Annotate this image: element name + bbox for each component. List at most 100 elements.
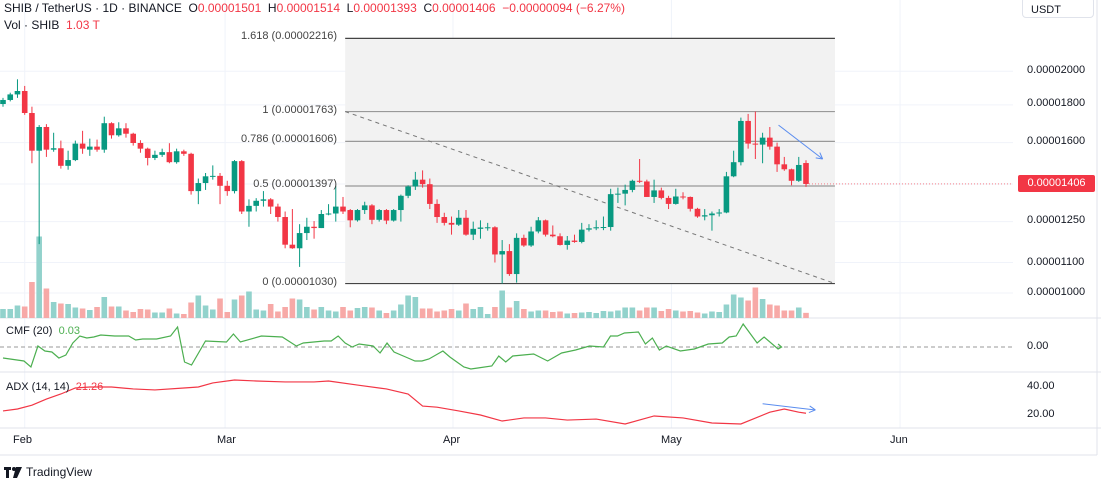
volume-bar — [152, 312, 158, 318]
adx-label[interactable]: ADX (14, 14) — [6, 381, 70, 393]
candle-body — [680, 196, 686, 198]
candle-body — [759, 137, 766, 145]
candle-body — [390, 210, 397, 221]
volume-bar — [202, 305, 209, 318]
adx-trend-arrow-head — [808, 409, 816, 414]
volume-bar — [159, 312, 165, 318]
volume-bar — [231, 299, 238, 318]
cmf-label[interactable]: CMF (20) — [6, 325, 53, 337]
candle-body — [557, 236, 563, 245]
open-label: O — [188, 1, 198, 15]
volume-bar — [564, 313, 571, 318]
price-label: 0.00002000 — [1027, 64, 1086, 76]
last-price-tag: 0.00001406 — [1018, 175, 1095, 192]
volume-bar — [101, 297, 108, 318]
volume-bar — [7, 309, 14, 318]
candle-body — [419, 179, 426, 185]
candle-body — [29, 113, 35, 151]
volume-bar — [586, 312, 592, 318]
candle-body — [470, 228, 477, 235]
candle-body — [369, 205, 375, 220]
volume-bar — [427, 308, 433, 318]
volume-bar — [550, 312, 556, 318]
candle-body — [296, 233, 303, 249]
price-trend-arrow — [778, 124, 823, 160]
candle-body — [137, 142, 144, 149]
volume-bar — [622, 307, 628, 318]
candle-body — [79, 143, 86, 149]
candle-body — [398, 195, 404, 211]
volume-bar — [470, 309, 477, 318]
cmf-value: 0.03 — [58, 325, 80, 337]
volume-bar — [795, 307, 802, 318]
volume-bar — [455, 310, 462, 318]
candle-body — [332, 206, 339, 214]
candle-body — [607, 194, 614, 228]
adx-legend: ADX (14, 14) 21.26 — [6, 381, 103, 393]
volume-label[interactable]: Vol · SHIB — [4, 18, 60, 32]
candle-body — [723, 176, 730, 213]
candle-body — [600, 227, 607, 229]
volume-bar — [87, 310, 93, 318]
candle-body — [672, 196, 679, 204]
volume-bar — [166, 308, 173, 318]
volume-bar — [665, 309, 672, 318]
candle-body — [238, 161, 245, 212]
volume-bar — [36, 236, 42, 318]
candle-body — [202, 176, 209, 184]
volume-bar — [224, 312, 231, 318]
candle-body — [50, 148, 57, 150]
volume-bar — [521, 309, 527, 318]
candle-body — [492, 227, 498, 255]
candle-body — [752, 143, 759, 145]
volume-bar — [571, 313, 578, 318]
volume-bar — [680, 311, 686, 318]
volume-legend: Vol · SHIB 1.03 T — [4, 18, 100, 32]
volume-bar — [593, 313, 600, 318]
candle-body — [361, 205, 368, 211]
candle-body — [159, 152, 165, 155]
symbol-title[interactable]: SHIB / TetherUS · 1D · BINANCE — [4, 1, 182, 15]
candle-body — [499, 251, 505, 255]
volume-bar — [578, 312, 585, 318]
volume-bar — [745, 300, 751, 318]
volume-bar — [14, 305, 21, 318]
time-axis-label: Apr — [443, 434, 461, 446]
cmf-line — [2, 322, 783, 370]
volume-bar — [484, 314, 491, 318]
candle-body — [535, 220, 542, 232]
candle-body — [528, 231, 534, 246]
volume-bar — [181, 314, 187, 318]
adx-trend-arrow — [762, 403, 816, 411]
change-value: −0.00000094 (−6.27%) — [502, 1, 625, 15]
volume-bar — [289, 298, 296, 318]
volume-bar — [535, 310, 542, 318]
candle-body — [354, 210, 361, 221]
volume-bar — [448, 309, 455, 318]
candle-body — [188, 153, 194, 192]
candle-body — [304, 226, 310, 234]
tradingview-logo[interactable]: TradingView — [4, 465, 92, 479]
candle-body — [253, 200, 259, 206]
volume-bar — [615, 310, 621, 318]
volume-bar — [296, 299, 303, 318]
currency-button[interactable]: USDT — [1022, 0, 1094, 18]
volume-bar — [651, 307, 657, 318]
fib-level-label: 0.786 (0.00001606) — [240, 133, 337, 145]
volume-bar — [738, 297, 744, 318]
volume-bar — [260, 310, 267, 318]
candle-body — [767, 137, 773, 147]
volume-bar — [318, 307, 325, 318]
high-value: 0.00001514 — [276, 1, 340, 15]
candle-body — [115, 128, 122, 136]
candle-body — [340, 206, 346, 212]
volume-bar — [803, 312, 809, 318]
candle-body — [629, 180, 636, 190]
candle-body — [144, 148, 151, 158]
candle-body — [571, 240, 578, 242]
volume-bar — [144, 309, 151, 318]
volume-bar — [108, 306, 115, 318]
volume-bar — [282, 307, 288, 318]
volume-bar — [65, 304, 71, 318]
